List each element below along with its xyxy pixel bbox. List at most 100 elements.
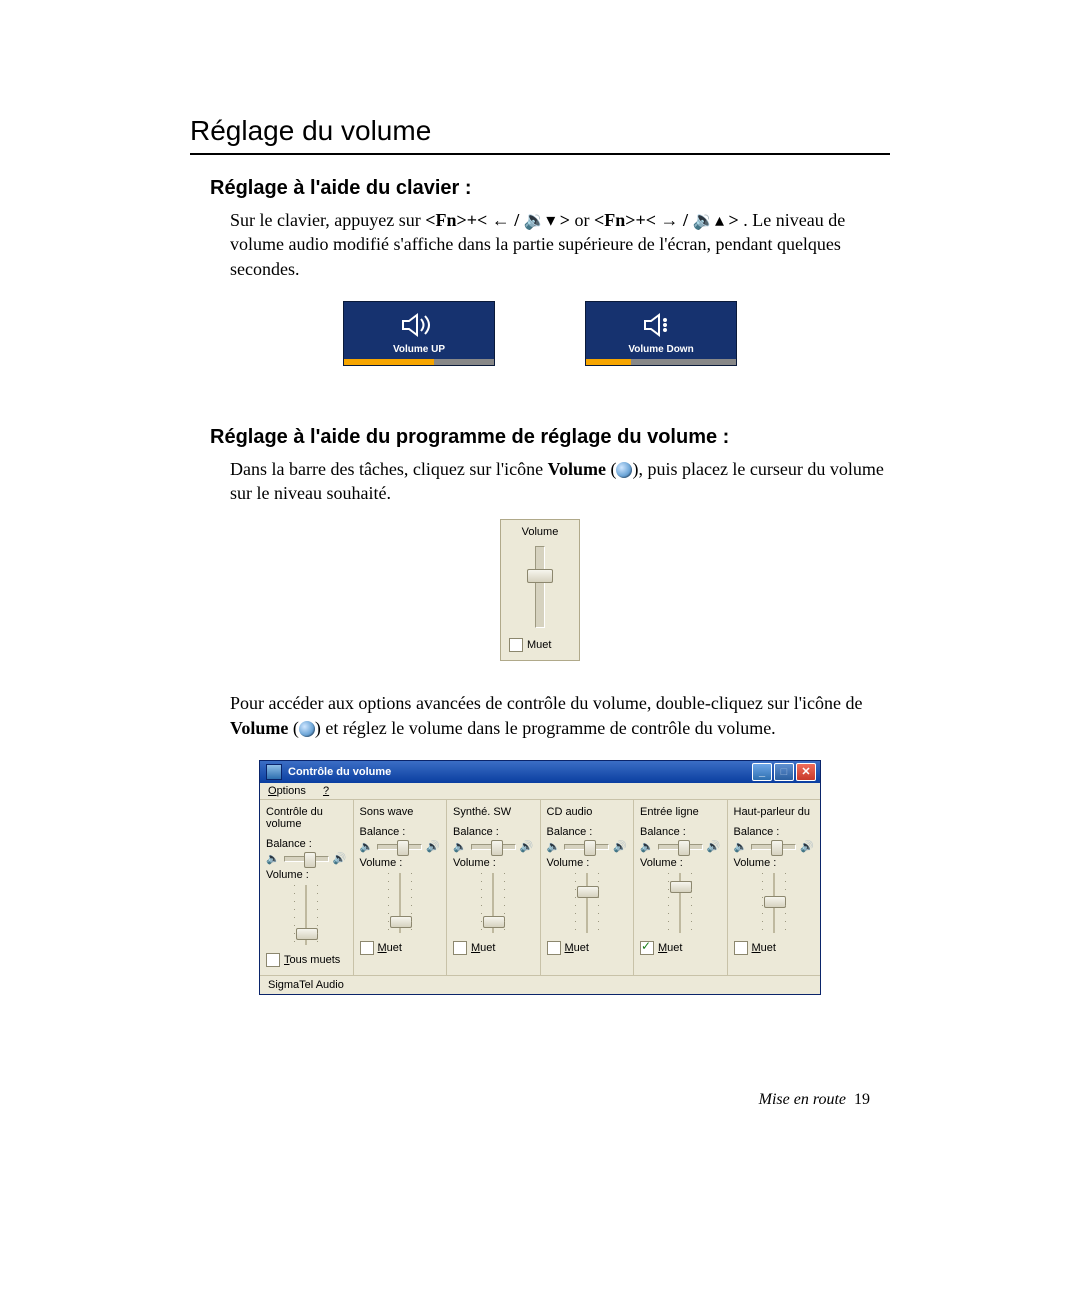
mute-label: Muet — [658, 942, 682, 954]
balance-slider[interactable]: 🔈🔊 — [547, 840, 628, 853]
osd-volume-up: Volume UP — [343, 301, 495, 366]
osd-volume-down: Volume Down — [585, 301, 737, 366]
footer-label: Mise en route — [759, 1091, 846, 1108]
mute-checkbox[interactable]: Muet — [640, 941, 721, 955]
channel-name: Haut-parleur du — [734, 806, 815, 818]
osd-down-label: Volume Down — [628, 344, 693, 355]
speaker-right-icon: 🔊 — [520, 840, 534, 853]
balance-slider[interactable]: 🔈🔊 — [266, 852, 347, 865]
title-rule — [190, 153, 890, 155]
checkbox-icon[interactable] — [509, 638, 523, 652]
text-or: or — [575, 210, 595, 230]
mute-checkbox[interactable]: Muet — [547, 941, 628, 955]
checkbox-icon[interactable] — [734, 941, 748, 955]
checkbox-icon[interactable] — [266, 953, 280, 967]
bold-volume-1: Volume — [548, 459, 606, 479]
text: ) et réglez le volume dans le programme … — [315, 718, 776, 738]
keycombo-1c: > — [555, 210, 570, 230]
volume-label: Volume : — [360, 857, 441, 869]
checkbox-icon[interactable] — [453, 941, 467, 955]
keycombo-1b: / — [510, 210, 524, 230]
volume-label: Volume : — [266, 869, 347, 881]
speaker-left-icon: 🔈 — [453, 840, 467, 853]
channel-name: Synthé. SW — [453, 806, 534, 818]
balance-label: Balance : — [547, 826, 628, 838]
channels-row: Contrôle du volumeBalance :🔈🔊Volume :Tou… — [260, 800, 820, 976]
balance-label: Balance : — [734, 826, 815, 838]
checkbox-icon[interactable] — [547, 941, 561, 955]
balance-slider[interactable]: 🔈🔊 — [640, 840, 721, 853]
volume-label: Volume : — [640, 857, 721, 869]
window-close-button[interactable]: ✕ — [796, 763, 816, 781]
vol-down-glyph-icon: 🔉▾ — [524, 210, 555, 230]
volume-label: Volume : — [453, 857, 534, 869]
text: ( — [293, 718, 299, 738]
window-maximize-button[interactable]: □ — [774, 763, 794, 781]
mute-checkbox[interactable]: Muet — [453, 941, 534, 955]
osd-down-bar — [586, 359, 736, 365]
window-minimize-button[interactable]: _ — [752, 763, 772, 781]
keycombo-2a: <Fn>+< — [594, 210, 661, 230]
text: Dans la barre des tâches, cliquez sur l'… — [230, 459, 548, 479]
mute-label: Tous muets — [284, 954, 340, 966]
volume-popup: Volume Muet — [500, 519, 580, 661]
channel-4: Entrée ligne Balance : 🔈🔊 Volume : Muet — [634, 800, 728, 975]
speaker-left-icon: 🔈 — [547, 840, 561, 853]
mute-label: Muet — [565, 942, 589, 954]
speaker-left-icon: 🔈 — [360, 840, 374, 853]
speaker-right-icon: 🔊 — [613, 840, 627, 853]
text: Sur le clavier, appuyez sur — [230, 210, 425, 230]
channel-3: CD audioBalance :🔈🔊Volume :Muet — [541, 800, 635, 975]
mute-checkbox[interactable]: Tous muets — [266, 953, 347, 967]
window-titlebar[interactable]: Contrôle du volume _ □ ✕ — [260, 761, 820, 783]
vol-up-glyph-icon: 🔉▴ — [693, 210, 724, 230]
volume-slider[interactable] — [666, 873, 694, 933]
keycombo-1a: <Fn>+< — [425, 210, 492, 230]
volume-slider[interactable] — [573, 873, 601, 933]
balance-label: Balance : — [360, 826, 441, 838]
speaker-down-icon — [641, 308, 681, 342]
menu-options[interactable]: OOptionsptions — [268, 785, 306, 797]
checkbox-icon[interactable] — [640, 941, 654, 955]
mute-checkbox[interactable]: Muet — [734, 941, 815, 955]
speaker-right-icon: 🔊 — [800, 840, 814, 853]
text: Pour accéder aux options avancées de con… — [230, 693, 863, 713]
volume-label: Volume : — [734, 857, 815, 869]
volume-slider[interactable] — [386, 873, 414, 933]
arrow-right-icon: → — [661, 210, 679, 230]
window-title: Contrôle du volume — [288, 766, 391, 778]
channel-name: CD audio — [547, 806, 628, 818]
speaker-left-icon: 🔈 — [640, 840, 654, 853]
popup-slider-thumb[interactable] — [527, 569, 553, 583]
para-program-2: Pour accéder aux options avancées de con… — [230, 691, 890, 740]
osd-up-label: Volume UP — [393, 344, 445, 355]
volume-slider[interactable] — [760, 873, 788, 933]
channel-name: Entrée ligne — [640, 806, 721, 818]
subhead-keyboard: Réglage à l'aide du clavier : — [210, 177, 890, 200]
volume-label: Volume : — [547, 857, 628, 869]
channel-name: Sons wave — [360, 806, 441, 818]
osd-row: Volume UP Volume Down — [190, 301, 890, 366]
page-title: Réglage du volume — [190, 115, 890, 147]
checkbox-icon[interactable] — [360, 941, 374, 955]
channel-1: Sons wave Balance : 🔈🔊 Volume : Muet — [354, 800, 448, 975]
popup-mute-checkbox[interactable]: Muet — [505, 638, 575, 652]
balance-slider[interactable]: 🔈🔊 — [360, 840, 441, 853]
balance-label: Balance : — [640, 826, 721, 838]
footer-pagenum: 19 — [854, 1091, 870, 1108]
menu-help[interactable]: ? — [323, 785, 329, 797]
balance-slider[interactable]: 🔈🔊 — [453, 840, 534, 853]
mute-checkbox[interactable]: Muet — [360, 941, 441, 955]
speaker-right-icon: 🔊 — [333, 852, 347, 865]
window-menubar[interactable]: OOptionsptions ? — [260, 783, 820, 800]
channel-5: Haut-parleur du Balance : 🔈🔊 Volume : Muet — [728, 800, 821, 975]
speaker-left-icon: 🔈 — [266, 852, 280, 865]
volume-slider[interactable] — [292, 885, 320, 945]
mute-label: Muet — [378, 942, 402, 954]
channel-name: Contrôle du volume — [266, 806, 347, 830]
balance-slider[interactable]: 🔈🔊 — [734, 840, 815, 853]
volume-control-window: Contrôle du volume _ □ ✕ OOptionsptions … — [259, 760, 821, 995]
popup-title: Volume — [505, 526, 575, 538]
popup-volume-slider[interactable] — [535, 546, 545, 628]
volume-slider[interactable] — [479, 873, 507, 933]
